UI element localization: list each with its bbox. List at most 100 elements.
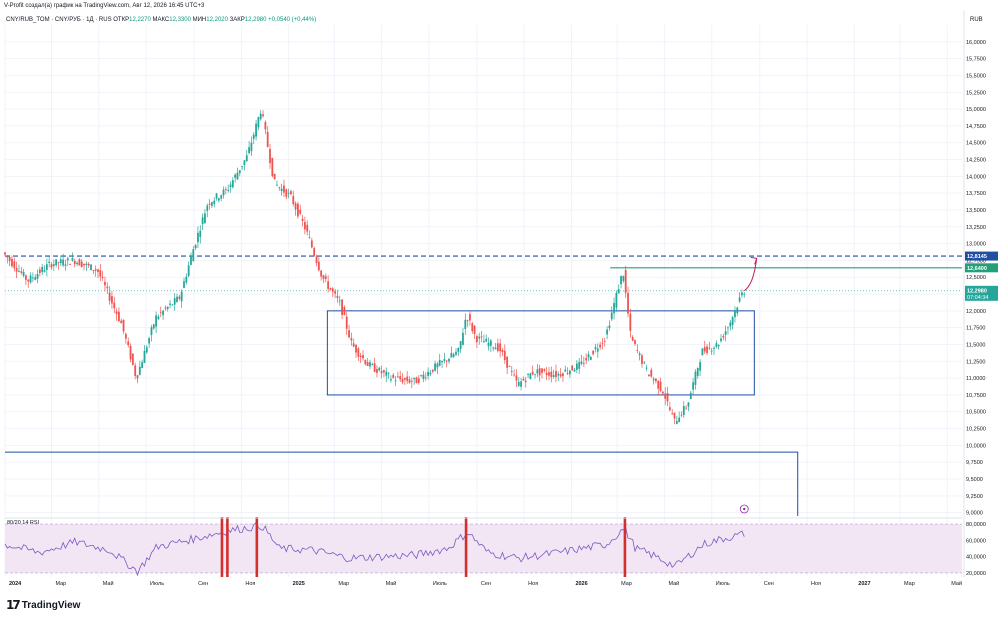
candle-body	[234, 174, 237, 178]
candle-body	[399, 376, 402, 380]
candle-body	[661, 391, 664, 394]
open-label: ОТКР	[113, 17, 130, 23]
candle-body	[310, 240, 313, 248]
candle-body	[478, 336, 481, 339]
candle-body	[108, 292, 111, 301]
candle-body	[369, 362, 371, 367]
candle-body	[73, 260, 76, 265]
candle-body	[431, 369, 434, 372]
candle-body	[78, 259, 81, 266]
time-tick-label: Ноя	[245, 581, 255, 587]
candle-body	[541, 368, 543, 373]
price-tick-label: 11,2500	[966, 359, 985, 365]
candle-body	[627, 292, 629, 314]
candle-body	[427, 371, 429, 377]
candle-body	[668, 407, 671, 411]
candle-body	[527, 373, 529, 375]
candle-body	[736, 307, 739, 314]
candle-body	[466, 320, 469, 322]
candle-body	[608, 325, 611, 329]
candle-body	[278, 187, 281, 189]
price-tick-label: 14,2500	[966, 158, 986, 164]
candle-body	[452, 354, 455, 357]
candle-body	[69, 264, 71, 265]
candle-body	[131, 353, 134, 365]
candle-body	[118, 311, 120, 322]
candle-body	[469, 314, 471, 321]
candle-body	[90, 264, 92, 271]
price-tick-label: 14,0000	[966, 174, 986, 180]
chart-levels	[5, 255, 962, 292]
symbol-ohlc-line: CNY/RUB_TOM · CNY/РУБ · 1Д · RUS ОТКР12,…	[6, 17, 316, 23]
candle-body	[22, 271, 25, 276]
candle-body	[178, 296, 181, 299]
symbol-name[interactable]: CNY/RUB_TOM · CNY/РУБ · 1Д · RUS	[6, 17, 112, 23]
rsi-signal-bar	[255, 517, 259, 577]
chart-grid	[4, 25, 962, 577]
candle-body	[413, 377, 416, 380]
candle-body	[489, 340, 492, 346]
candle-body	[573, 369, 576, 372]
rsi-line	[4, 522, 745, 577]
candle-body	[603, 340, 606, 342]
candle-body	[480, 336, 483, 338]
rsi-tick-label: 40,0000	[966, 555, 986, 561]
candle-body	[545, 372, 548, 376]
candle-body	[380, 371, 383, 374]
time-tick-label: Ноя	[811, 581, 821, 587]
candle-body	[617, 289, 620, 294]
candle-body	[436, 363, 439, 368]
price-tick-label: 10,2500	[966, 427, 986, 433]
candle-body	[134, 365, 137, 376]
candle-body	[622, 276, 625, 281]
candle-body	[592, 350, 595, 355]
candle-body	[659, 381, 662, 391]
price-chart[interactable]: 16,0000 15,7500 15,5000 15,2500 15,0000 14,75…	[0, 0, 1000, 590]
time-tick-label: Мар	[55, 581, 66, 587]
candle-body	[34, 277, 37, 280]
candle-body	[687, 402, 690, 407]
chart-rectangles	[5, 310, 799, 516]
candle-body	[636, 350, 639, 351]
price-tick-label: 9,2500	[966, 494, 983, 500]
candle-body	[303, 222, 306, 230]
time-tick-label: 2027	[858, 581, 870, 587]
candle-body	[317, 261, 320, 271]
level-badge-dashed	[965, 251, 998, 261]
candle-body	[657, 380, 660, 389]
time-tick-label: Ноя	[528, 581, 538, 587]
candle-body	[164, 307, 167, 309]
candle-body	[706, 346, 708, 354]
candle-body	[569, 370, 571, 375]
candle-body	[450, 352, 453, 358]
time-tick-label: 2025	[293, 581, 305, 587]
rsi-tick-label: 60,0000	[966, 538, 986, 544]
candle-body	[148, 338, 151, 344]
candle-body	[650, 369, 653, 377]
candle-body	[266, 131, 269, 147]
price-tick-label: 15,5000	[966, 73, 986, 79]
candle-body	[80, 261, 83, 267]
candle-body	[138, 366, 141, 375]
candle-body	[245, 155, 248, 162]
candle-body	[185, 276, 188, 283]
candle-body	[206, 205, 209, 211]
price-tick-label: 13,5000	[966, 208, 986, 214]
candle-body	[43, 270, 46, 272]
candle-body	[429, 372, 432, 375]
candle-body	[648, 374, 650, 377]
rsi-signal-bar	[623, 517, 627, 577]
candle-body	[236, 172, 239, 180]
candle-body	[552, 375, 555, 377]
candle-body	[417, 378, 420, 383]
candle-body	[410, 380, 413, 382]
candle-body	[580, 361, 583, 364]
candle-body	[229, 184, 232, 187]
candle-body	[97, 269, 99, 273]
candle-body	[224, 189, 227, 190]
event-icon-dot	[743, 507, 746, 511]
candle-body	[257, 117, 260, 128]
candle-body	[343, 307, 346, 316]
candle-body	[743, 293, 746, 295]
candle-body	[190, 255, 192, 265]
